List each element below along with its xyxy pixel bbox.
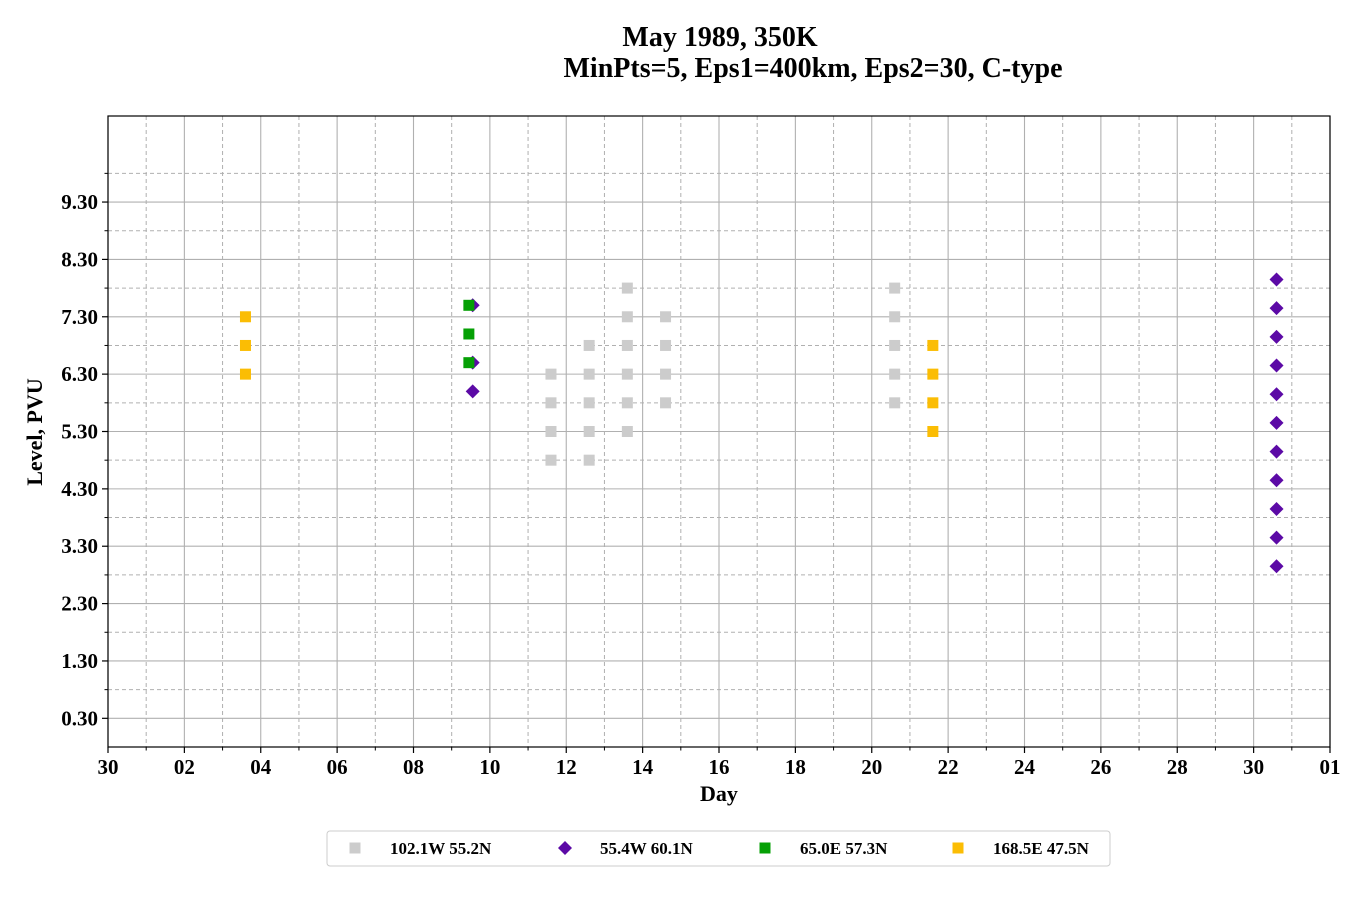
data-point <box>1269 272 1284 287</box>
data-point <box>889 339 901 351</box>
legend-entry: 55.4W 60.1N <box>558 839 693 858</box>
x-tick-label: 02 <box>174 755 195 779</box>
x-tick-label: 08 <box>403 755 424 779</box>
data-point <box>889 397 901 409</box>
y-tick-label: 7.30 <box>61 305 98 329</box>
legend-marker <box>349 842 361 854</box>
x-tick-label: 06 <box>327 755 348 779</box>
data-point <box>889 368 901 380</box>
data-point <box>927 368 939 380</box>
data-point <box>1269 358 1284 373</box>
data-point <box>1269 387 1284 402</box>
data-point <box>545 397 557 409</box>
legend-marker <box>558 841 572 855</box>
legend-frame <box>326 830 1111 867</box>
data-point <box>927 397 939 409</box>
x-axis-label: Day <box>700 781 738 806</box>
data-point <box>1269 530 1284 545</box>
data-point <box>545 368 557 380</box>
data-points <box>239 272 1284 574</box>
data-point <box>583 426 595 437</box>
x-tick-label: 26 <box>1090 755 1111 779</box>
series-4 <box>239 311 939 437</box>
data-point <box>889 282 901 294</box>
x-tick-label: 20 <box>861 755 882 779</box>
data-point <box>583 368 595 380</box>
x-tick-label: 28 <box>1167 755 1188 779</box>
data-point <box>1269 415 1284 430</box>
data-point <box>239 368 251 380</box>
y-tick-label: 9.30 <box>61 190 98 214</box>
y-tick-label: 5.30 <box>61 420 98 444</box>
data-point <box>463 299 475 311</box>
data-point <box>239 339 251 351</box>
data-point <box>1269 444 1284 459</box>
x-tick-label: 12 <box>556 755 577 779</box>
x-tick-label: 04 <box>250 755 272 779</box>
data-point <box>545 426 557 437</box>
data-point <box>621 397 633 409</box>
y-tick-label: 1.30 <box>61 649 98 673</box>
legend-label: 102.1W 55.2N <box>390 839 492 858</box>
data-point <box>621 368 633 380</box>
y-tick-label: 8.30 <box>61 247 98 271</box>
data-point <box>660 397 672 409</box>
data-point <box>463 357 475 369</box>
x-tick-label: 18 <box>785 755 806 779</box>
data-point <box>621 282 633 294</box>
y-tick-label: 0.30 <box>61 706 98 730</box>
x-tick-label: 10 <box>479 755 500 779</box>
y-tick-label: 2.30 <box>61 592 98 616</box>
chart-subtitle: MinPts=5, Eps1=400km, Eps2=30, C-type <box>563 53 1062 84</box>
x-tick-label: 24 <box>1014 755 1036 779</box>
data-point <box>1269 501 1284 516</box>
grid <box>107 116 1331 747</box>
data-point <box>927 339 939 351</box>
data-point <box>889 311 901 323</box>
data-point <box>621 426 633 437</box>
data-point <box>583 339 595 351</box>
data-point <box>583 454 595 466</box>
axes: 30 02 04 06 08 10 12 14 16 18 20 22 24 26 28 30 01 0.30 1.… <box>61 115 1341 779</box>
series-1 <box>545 282 901 466</box>
x-tick-label: 01 <box>1320 755 1341 779</box>
legend: 102.1W 55.2N 55.4W 60.1N 65.0E 57.3N 168.5E… <box>326 830 1111 867</box>
data-point <box>660 339 672 351</box>
data-point <box>621 311 633 323</box>
data-point <box>545 454 557 466</box>
data-point <box>1269 559 1284 574</box>
x-tick-label: 14 <box>632 755 654 779</box>
legend-marker <box>759 842 771 854</box>
x-tick-label: 16 <box>709 755 730 779</box>
y-tick-label: 4.30 <box>61 477 98 501</box>
y-axis-label: Level, PVU <box>22 378 47 486</box>
legend-marker <box>952 842 964 854</box>
legend-entry: 65.0E 57.3N <box>759 839 888 858</box>
data-point <box>1269 301 1284 316</box>
data-point <box>1269 329 1284 344</box>
legend-entry: 168.5E 47.5N <box>952 839 1090 858</box>
data-point <box>463 328 475 340</box>
data-point <box>660 311 672 323</box>
series-3 <box>463 299 475 369</box>
chart-title: May 1989, 350K <box>622 22 817 53</box>
data-point <box>583 397 595 409</box>
x-tick-label: 30 <box>98 755 119 779</box>
data-point <box>621 339 633 351</box>
x-tick-label: 30 <box>1243 755 1264 779</box>
y-tick-label: 6.30 <box>61 362 98 386</box>
x-tick-label: 22 <box>938 755 959 779</box>
legend-entry: 102.1W 55.2N <box>349 839 492 858</box>
legend-label: 55.4W 60.1N <box>600 839 693 858</box>
data-point <box>465 384 480 399</box>
series-2 <box>465 272 1284 574</box>
data-point <box>1269 473 1284 488</box>
data-point <box>927 426 939 437</box>
y-tick-label: 3.30 <box>61 534 98 558</box>
data-point <box>660 368 672 380</box>
legend-label: 65.0E 57.3N <box>800 839 888 858</box>
data-point <box>239 311 251 323</box>
legend-label: 168.5E 47.5N <box>993 839 1090 858</box>
